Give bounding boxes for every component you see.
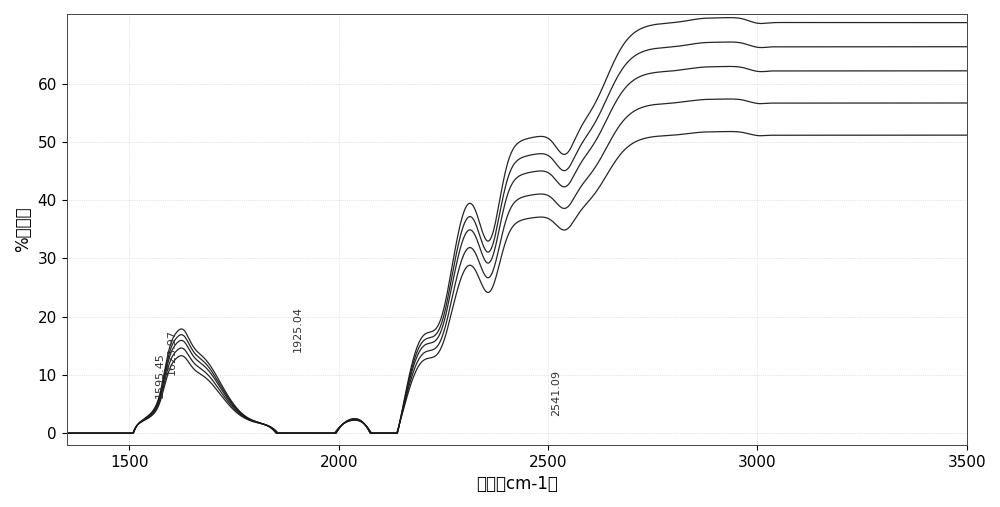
Y-axis label: %透过率: %透过率 xyxy=(14,206,32,252)
Text: 2541.09: 2541.09 xyxy=(551,370,561,416)
Text: 1595.45: 1595.45 xyxy=(155,352,165,398)
Text: 1925.04: 1925.04 xyxy=(293,306,303,352)
Text: 1623.97: 1623.97 xyxy=(167,329,177,375)
X-axis label: 波数（cm-1）: 波数（cm-1） xyxy=(476,475,558,493)
